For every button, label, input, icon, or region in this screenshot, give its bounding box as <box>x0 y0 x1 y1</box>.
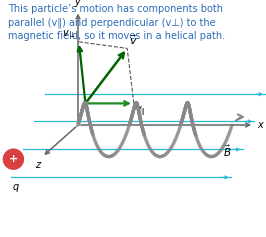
Text: x: x <box>257 120 263 130</box>
Text: $\vec{v}$: $\vec{v}$ <box>129 34 138 47</box>
Text: q: q <box>13 182 19 192</box>
Text: y: y <box>74 0 80 7</box>
Text: $\vec{B}$: $\vec{B}$ <box>223 144 231 159</box>
Text: $v_\perp$: $v_\perp$ <box>63 28 76 40</box>
Circle shape <box>3 149 23 169</box>
Text: This particle’s motion has components both
parallel (v‖) and perpendicular (v⊥) : This particle’s motion has components bo… <box>8 4 225 41</box>
Text: +: + <box>9 154 18 164</box>
Text: z: z <box>35 160 40 170</box>
Text: $v_{\|}$: $v_{\|}$ <box>135 105 145 118</box>
